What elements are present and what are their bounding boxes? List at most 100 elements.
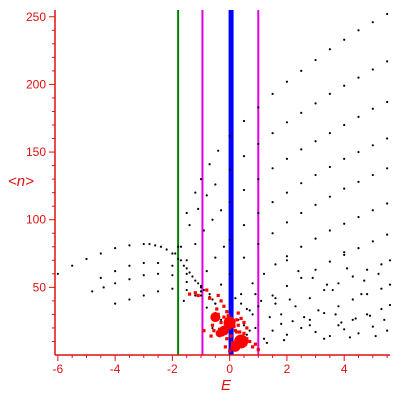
red-point <box>222 304 226 308</box>
data-point <box>242 324 246 327</box>
data-point <box>271 92 274 95</box>
data-point <box>240 293 243 296</box>
data-point <box>357 115 360 118</box>
data-point <box>185 272 188 275</box>
data-point <box>199 294 203 297</box>
data-point <box>257 142 260 146</box>
data-point <box>380 307 383 311</box>
data-point <box>371 209 374 212</box>
y-tick-label: 200 <box>26 77 46 91</box>
data-point <box>156 261 160 265</box>
data-point <box>271 132 274 135</box>
x-tick-label: 4 <box>341 362 348 376</box>
data-point <box>343 157 346 160</box>
red-point <box>226 314 230 318</box>
red-point-cluster <box>230 341 241 352</box>
data-point <box>185 259 188 262</box>
data-point <box>245 307 248 311</box>
data-point <box>257 305 260 308</box>
data-point <box>288 298 291 301</box>
data-point <box>371 21 374 24</box>
y-tick-label: 50 <box>33 280 47 294</box>
red-point <box>196 293 200 298</box>
data-point <box>228 201 231 204</box>
red-point <box>209 334 213 338</box>
data-point <box>386 100 389 104</box>
data-point <box>300 245 303 248</box>
data-point <box>242 119 246 123</box>
data-point <box>217 149 220 152</box>
data-point <box>328 165 331 169</box>
data-point <box>182 264 185 267</box>
data-point <box>357 180 360 183</box>
data-point <box>257 242 260 246</box>
data-point <box>351 275 354 278</box>
data-point <box>208 163 211 166</box>
data-point <box>308 324 311 327</box>
data-point <box>363 279 366 282</box>
data-point <box>185 267 188 270</box>
data-point <box>331 288 334 292</box>
y-tick-label: 150 <box>26 145 46 159</box>
data-point <box>242 188 246 192</box>
data-point <box>271 232 274 235</box>
data-point <box>228 238 231 242</box>
data-point <box>185 288 188 292</box>
data-point <box>371 173 374 177</box>
data-point <box>171 274 174 277</box>
data-point <box>328 48 331 51</box>
data-point <box>177 257 180 261</box>
data-point <box>360 293 363 296</box>
data-point <box>337 324 340 327</box>
data-point <box>351 318 354 321</box>
red-point-cluster <box>210 312 221 323</box>
red-point <box>225 337 229 341</box>
data-point <box>194 242 197 246</box>
data-point <box>179 259 183 262</box>
data-point <box>300 69 303 72</box>
y-axis-title: <n> <box>8 173 34 190</box>
data-point <box>300 182 303 185</box>
data-point <box>357 76 360 79</box>
data-point <box>388 303 392 307</box>
data-point <box>380 263 383 266</box>
data-point <box>245 333 248 336</box>
red-point <box>229 334 233 338</box>
red-point <box>223 345 227 349</box>
red-point <box>202 329 206 333</box>
x-axis-title: E <box>221 377 232 394</box>
data-point <box>228 168 231 171</box>
data-point <box>285 157 289 160</box>
data-point <box>171 287 174 290</box>
data-point <box>348 336 352 339</box>
data-point <box>114 270 117 273</box>
red-point <box>210 323 215 327</box>
data-point <box>99 252 102 255</box>
data-point <box>174 252 177 255</box>
data-point <box>71 264 74 267</box>
data-point <box>191 275 194 278</box>
data-point <box>386 233 389 236</box>
data-point <box>377 272 380 275</box>
red-point-cluster <box>223 316 236 329</box>
data-point <box>328 92 331 95</box>
data-point <box>182 299 185 302</box>
data-point <box>285 333 289 336</box>
data-point <box>202 229 205 232</box>
x-tick-label: 2 <box>284 362 291 376</box>
data-point <box>357 215 360 219</box>
data-point <box>357 247 360 250</box>
data-point <box>199 178 203 181</box>
red-point <box>245 326 249 330</box>
data-point <box>194 294 197 297</box>
data-point <box>228 272 231 275</box>
data-point <box>271 294 274 297</box>
data-point <box>271 201 274 204</box>
data-point <box>197 282 200 285</box>
data-point <box>365 268 369 271</box>
red-point <box>215 307 219 311</box>
red-point <box>235 330 239 334</box>
data-point <box>386 12 389 16</box>
data-point <box>303 316 306 319</box>
